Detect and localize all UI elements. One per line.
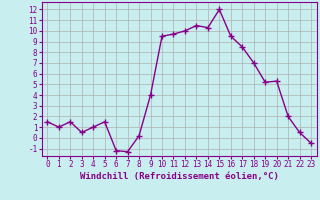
X-axis label: Windchill (Refroidissement éolien,°C): Windchill (Refroidissement éolien,°C)	[80, 172, 279, 181]
